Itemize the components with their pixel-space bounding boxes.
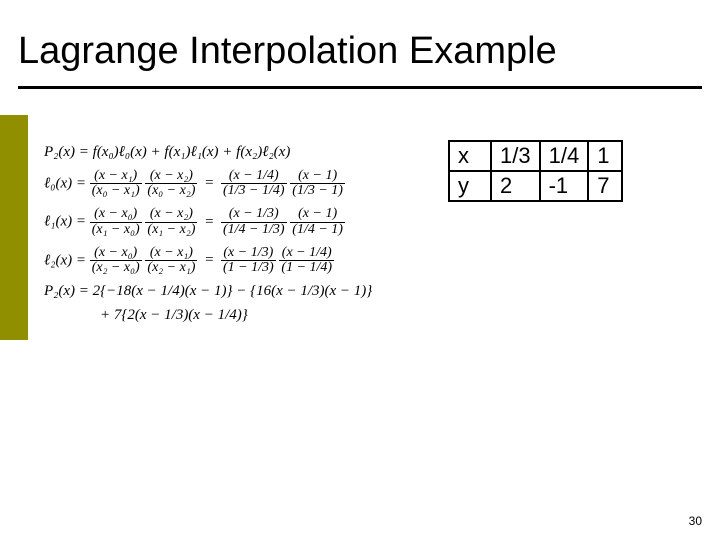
l2-f3-num: (x − 1/3) — [221, 246, 276, 262]
l1-f4-num: (x − 1) — [290, 207, 345, 223]
l0-frac3: (x − 1/4) (1/3 − 1/4) — [221, 169, 287, 199]
l0-f2-num: (x − x₂) — [145, 169, 197, 185]
l0-f1-den: (x₀ − x₁) — [90, 184, 142, 199]
l2-f3-den: (1 − 1/3) — [221, 261, 276, 276]
l2-f2-num: (x − x₁) — [145, 246, 197, 262]
l2-f1-num: (x − x₀) — [90, 246, 142, 262]
l0-f3-num: (x − 1/4) — [221, 169, 287, 185]
page-number: 30 — [689, 514, 702, 528]
page-title: Lagrange Interpolation Example — [18, 30, 557, 73]
l2-f1-den: (x₂ − x₀) — [90, 261, 142, 276]
table-cell: 1 — [588, 141, 622, 171]
table-cell: 1/3 — [491, 141, 540, 171]
l0-f3-den: (1/3 − 1/4) — [221, 184, 287, 199]
l2-f4-den: (1 − 1/4) — [279, 261, 334, 276]
table-cell: 1/4 — [540, 141, 589, 171]
l1-f1-num: (x − x₀) — [90, 207, 142, 223]
l1-lhs: ℓ₁(x) = — [44, 214, 86, 230]
l0-f1-num: (x − x₁) — [90, 169, 142, 185]
l2-f4-num: (x − 1/4) — [279, 246, 334, 262]
table-row: y 2 -1 7 — [449, 171, 622, 201]
l0-lhs: ℓ₀(x) = — [44, 175, 86, 191]
table-row: x 1/3 1/4 1 — [449, 141, 622, 171]
l1-f3-den: (1/4 − 1/3) — [221, 223, 287, 238]
accent-bar — [0, 115, 28, 340]
formula-l1: ℓ₁(x) = (x − x₀)(x₁ − x₀) (x − x₂)(x₁ − … — [44, 207, 434, 237]
table-cell: 2 — [491, 171, 540, 201]
formula-p2-def: P₂(x) = f(x₀)ℓ₀(x) + f(x₁)ℓ₁(x) + f(x₂)ℓ… — [44, 145, 434, 161]
title-underline — [18, 86, 702, 89]
table-cell: 7 — [588, 171, 622, 201]
formula-p2-expanded-2: + 7{2(x − 1/3)(x − 1/4)} — [44, 308, 434, 324]
table-cell: y — [449, 171, 491, 201]
slide: Lagrange Interpolation Example P₂(x) = f… — [0, 0, 720, 540]
l1-f3-num: (x − 1/3) — [221, 207, 287, 223]
formula-l0: ℓ₀(x) = (x − x₁) (x₀ − x₁) (x − x₂) (x₀ … — [44, 169, 434, 199]
table-cell: x — [449, 141, 491, 171]
l0-frac4: (x − 1) (1/3 − 1) — [290, 169, 345, 199]
formula-block: P₂(x) = f(x₀)ℓ₀(x) + f(x₁)ℓ₁(x) + f(x₂)ℓ… — [44, 145, 434, 331]
data-table: x 1/3 1/4 1 y 2 -1 7 — [448, 140, 623, 202]
l0-frac2: (x − x₂) (x₀ − x₂) — [145, 169, 197, 199]
l0-f4-num: (x − 1) — [290, 169, 345, 185]
formula-p2-expanded-1: P₂(x) = 2{−18(x − 1/4)(x − 1)} − {16(x −… — [44, 284, 434, 300]
l1-f2-den: (x₁ − x₂) — [145, 223, 197, 238]
l2-lhs: ℓ₂(x) = — [44, 252, 86, 268]
l0-frac1: (x − x₁) (x₀ − x₁) — [90, 169, 142, 199]
l1-f4-den: (1/4 − 1) — [290, 223, 345, 238]
l1-f1-den: (x₁ − x₀) — [90, 223, 142, 238]
l0-f2-den: (x₀ − x₂) — [145, 184, 197, 199]
formula-l2: ℓ₂(x) = (x − x₀)(x₂ − x₀) (x − x₁)(x₂ − … — [44, 246, 434, 276]
l2-f2-den: (x₂ − x₁) — [145, 261, 197, 276]
table-cell: -1 — [540, 171, 589, 201]
l1-f2-num: (x − x₂) — [145, 207, 197, 223]
l0-f4-den: (1/3 − 1) — [290, 184, 345, 199]
